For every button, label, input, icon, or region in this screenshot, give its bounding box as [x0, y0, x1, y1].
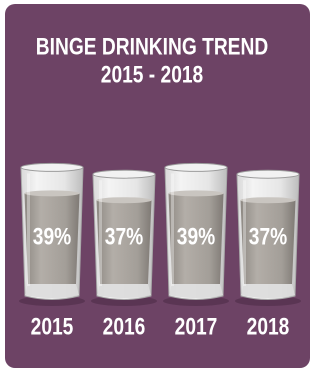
page: {"chart_data": {"type": "bar", "title": … [0, 0, 312, 372]
glass-rim [165, 163, 227, 171]
value-label: 37% [249, 222, 287, 250]
glass-highlight [99, 180, 102, 286]
glass-rim [21, 163, 83, 171]
liquid-surface [25, 190, 80, 196]
chart-title: BINGE DRINKING TREND [36, 32, 268, 60]
glass-highlight [171, 173, 174, 286]
glass-highlight [243, 180, 246, 286]
value-label: 39% [177, 222, 215, 250]
glass-base [97, 284, 151, 298]
glass-base [169, 284, 223, 298]
x-tick-label: 2016 [103, 312, 146, 340]
glass-highlight [27, 173, 30, 286]
chart: BINGE DRINKING TREND 2015 - 2018 39% 2015… [0, 0, 312, 372]
value-label: 39% [33, 222, 71, 250]
x-tick-label: 2017 [175, 312, 218, 340]
liquid-surface [97, 197, 152, 203]
x-tick-label: 2015 [31, 312, 74, 340]
value-label: 37% [105, 222, 143, 250]
glass-base [25, 284, 79, 298]
glass-base [241, 284, 295, 298]
x-tick-label: 2018 [247, 312, 290, 340]
liquid-surface [241, 197, 296, 203]
glass-rim [237, 170, 299, 178]
liquid-surface [169, 190, 224, 196]
glass-rim [93, 170, 155, 178]
chart-subtitle: 2015 - 2018 [101, 60, 203, 88]
